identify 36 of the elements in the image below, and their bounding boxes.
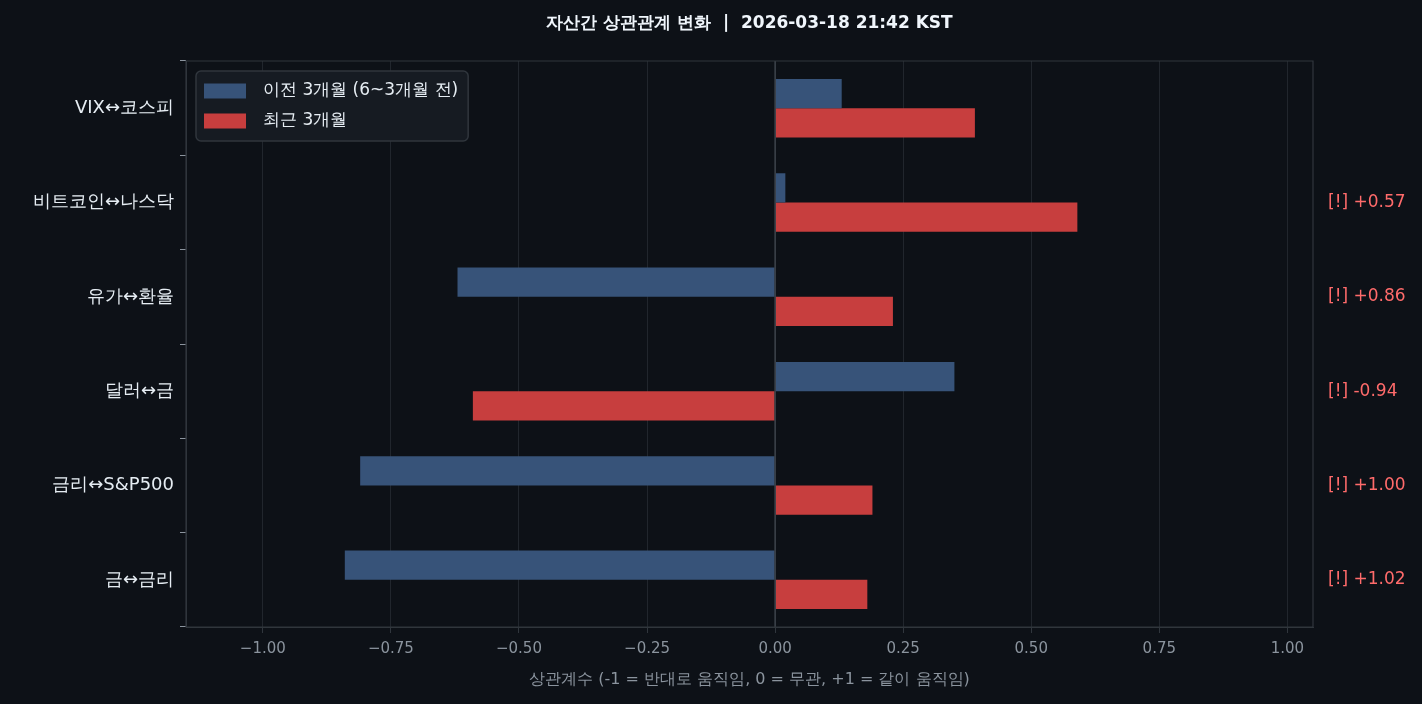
- x-tick-label: 0.75: [1142, 638, 1177, 657]
- x-tick-label: 0.00: [758, 638, 792, 657]
- x-tick-label: −0.25: [624, 638, 671, 657]
- x-tick-label: −0.50: [495, 638, 542, 657]
- x-tick-label: 1.00: [1270, 638, 1305, 657]
- x-tick-label: −0.75: [367, 638, 414, 657]
- text: [!] +0.57: [1328, 190, 1406, 211]
- bar: [472, 391, 775, 421]
- bar: [344, 550, 775, 580]
- bar: [360, 456, 775, 486]
- text: [!] +0.86: [1328, 285, 1406, 306]
- x-tick-label: 0.25: [886, 638, 920, 657]
- y-tick-label: 달러↔금: [104, 378, 174, 400]
- x-tick-label: 0.50: [1014, 638, 1048, 657]
- bar: [775, 78, 842, 109]
- x-tick-label: −1.00: [239, 638, 286, 657]
- y-tick-label: 금리↔S&P500: [52, 473, 174, 495]
- text: [!] -0.94: [1328, 379, 1398, 400]
- y-tick-label: VIX↔코스피: [74, 95, 174, 117]
- bar: [775, 485, 873, 515]
- bar: [775, 296, 893, 327]
- bar: [775, 173, 786, 203]
- bar: [775, 579, 868, 610]
- x-axis-title: 상관계수 (-1 = 반대로 움직임, 0 = 무관, +1 = 같이 움직임): [529, 668, 970, 688]
- legend-label: 이전 3개월 (6~3개월 전): [263, 79, 459, 100]
- chart-title: 자산간 상관관계 변화 | 2026-03-18 21:42 KST: [546, 12, 954, 33]
- text: [!] +1.00: [1328, 473, 1406, 494]
- y-tick-label: 유가↔환율: [86, 284, 174, 306]
- bar: [775, 361, 955, 392]
- y-tick-label: 금↔금리: [104, 567, 174, 589]
- bar: [775, 202, 1078, 232]
- bar: [775, 108, 975, 138]
- bar: [457, 267, 775, 297]
- text: [!] +1.02: [1328, 568, 1406, 589]
- legend-label: 최근 3개월: [263, 109, 348, 130]
- y-tick-label: 비트코인↔나스닥: [32, 190, 174, 212]
